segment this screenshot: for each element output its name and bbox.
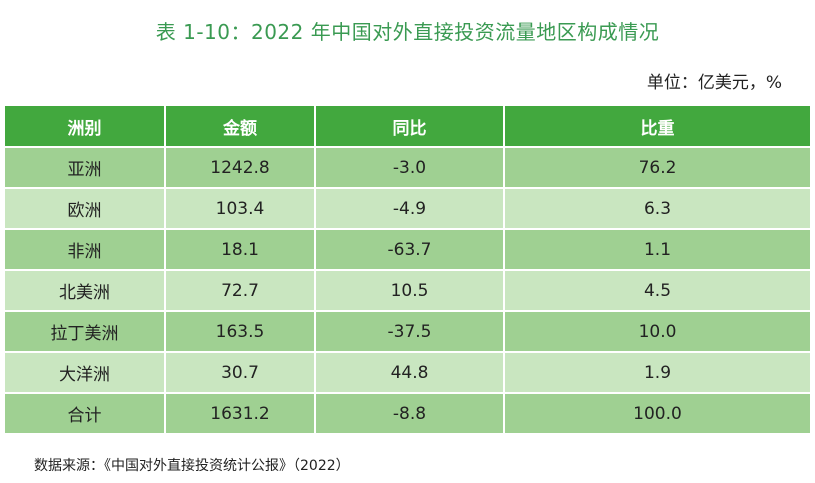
cell-region: 大洋洲: [5, 352, 166, 394]
header-amount: 金额: [165, 106, 316, 148]
cell-region: 亚洲: [5, 147, 166, 189]
cell-amount: 103.4: [165, 188, 316, 230]
table-row: 亚洲 1242.8 -3.0 76.2: [5, 147, 810, 189]
cell-share: 76.2: [504, 147, 810, 189]
unit-label: 单位：亿美元，%: [646, 73, 782, 93]
cell-yoy: 10.5: [315, 270, 505, 312]
cell-yoy: -8.8: [315, 393, 505, 433]
cell-amount: 72.7: [165, 270, 316, 312]
cell-yoy: 44.8: [315, 352, 505, 394]
cell-share: 1.9: [504, 352, 810, 394]
source-note: 数据来源：《中国对外直接投资统计公报》（2022）: [34, 458, 350, 474]
cell-amount: 18.1: [165, 229, 316, 271]
cell-share: 100.0: [504, 393, 810, 433]
table-row: 非洲 18.1 -63.7 1.1: [5, 229, 810, 271]
table-row: 拉丁美洲 163.5 -37.5 10.0: [5, 311, 810, 353]
cell-yoy: -63.7: [315, 229, 505, 271]
cell-region: 合计: [5, 393, 166, 433]
cell-region: 欧洲: [5, 188, 166, 230]
data-table: 洲别 金额 同比 比重 亚洲 1242.8 -3.0 76.2 欧洲 103.4…: [5, 106, 810, 433]
cell-share: 4.5: [504, 270, 810, 312]
cell-amount: 1631.2: [165, 393, 316, 433]
cell-amount: 163.5: [165, 311, 316, 353]
table-row: 北美洲 72.7 10.5 4.5: [5, 270, 810, 312]
cell-yoy: -37.5: [315, 311, 505, 353]
header-row: 洲别 金额 同比 比重: [5, 106, 810, 148]
cell-share: 6.3: [504, 188, 810, 230]
header-region: 洲别: [5, 106, 166, 148]
header-share: 比重: [504, 106, 810, 148]
cell-yoy: -3.0: [315, 147, 505, 189]
cell-region: 拉丁美洲: [5, 311, 166, 353]
cell-amount: 1242.8: [165, 147, 316, 189]
cell-yoy: -4.9: [315, 188, 505, 230]
table-row: 欧洲 103.4 -4.9 6.3: [5, 188, 810, 230]
cell-amount: 30.7: [165, 352, 316, 394]
header-yoy: 同比: [315, 106, 505, 148]
table-row: 大洋洲 30.7 44.8 1.9: [5, 352, 810, 394]
cell-region: 非洲: [5, 229, 166, 271]
cell-region: 北美洲: [5, 270, 166, 312]
cell-share: 10.0: [504, 311, 810, 353]
table-row-total: 合计 1631.2 -8.8 100.0: [5, 393, 810, 433]
table-title: 表 1-10：2022 年中国对外直接投资流量地区构成情况: [155, 20, 660, 44]
cell-share: 1.1: [504, 229, 810, 271]
